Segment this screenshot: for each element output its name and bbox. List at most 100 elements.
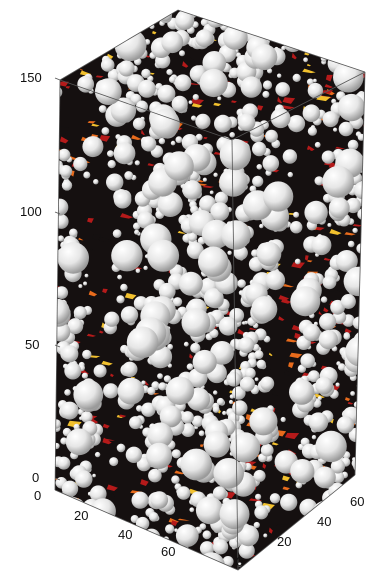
sphere: [273, 32, 282, 40]
sphere: [122, 26, 129, 34]
sphere: [166, 69, 173, 76]
void-fleck: [203, 136, 208, 140]
sphere: [338, 121, 354, 137]
void-fleck: [92, 234, 102, 241]
sphere: [195, 113, 211, 129]
sphere: [346, 539, 353, 546]
sphere: [327, 557, 345, 570]
sphere: [91, 41, 105, 55]
sphere: [239, 10, 263, 22]
sphere: [336, 416, 355, 434]
void-fleck: [113, 23, 124, 30]
sphere: [82, 136, 104, 158]
void-fleck: [106, 484, 118, 492]
sphere: [148, 468, 162, 483]
sphere: [137, 211, 155, 229]
sphere: [181, 308, 211, 337]
sphere: [57, 148, 71, 162]
void-fleck: [349, 31, 355, 38]
sphere: [304, 525, 312, 533]
void-fleck: [88, 290, 98, 297]
sphere: [337, 93, 365, 122]
sphere: [361, 324, 365, 331]
sphere: [339, 35, 356, 52]
sphere: [59, 165, 73, 178]
sphere: [110, 97, 137, 124]
y-tick-label: 60: [350, 494, 364, 509]
sphere: [318, 554, 326, 561]
sphere: [113, 190, 132, 209]
sphere: [57, 456, 71, 470]
void-fleck: [277, 96, 283, 104]
void-fleck: [284, 432, 300, 440]
void-fleck: [262, 354, 271, 362]
void-fleck: [115, 26, 124, 32]
sphere: [214, 191, 228, 205]
sphere: [135, 268, 141, 274]
void-fleck: [110, 552, 124, 558]
sphere: [95, 29, 104, 37]
void-fleck: [323, 257, 331, 261]
sphere: [279, 13, 291, 25]
void-fleck: [350, 24, 363, 30]
sphere: [163, 375, 171, 383]
sphere: [180, 448, 213, 481]
sphere: [327, 223, 332, 227]
sphere: [73, 156, 88, 172]
sphere: [237, 15, 247, 25]
sphere: [159, 405, 182, 428]
void-fleck: [177, 546, 185, 550]
void-fleck: [111, 492, 116, 499]
x-tick-label: 20: [74, 508, 88, 523]
sphere: [344, 522, 350, 527]
sphere: [117, 377, 145, 405]
void-fleck: [120, 213, 134, 219]
sphere: [289, 379, 315, 405]
sphere: [349, 56, 358, 65]
z-axis: [54, 77, 61, 481]
sphere: [176, 486, 191, 500]
void-fleck: [101, 360, 113, 366]
sphere: [181, 423, 195, 437]
sphere: [226, 371, 242, 387]
void-fleck: [331, 523, 336, 531]
sphere: [212, 405, 220, 413]
sphere: [357, 482, 365, 490]
void-fleck: [357, 482, 363, 490]
sphere: [207, 11, 224, 28]
sphere: [280, 493, 298, 511]
sphere: [221, 12, 229, 20]
sphere: [213, 390, 218, 395]
sphere: [157, 10, 173, 22]
x-tick-label: 40: [118, 527, 132, 542]
sphere: [275, 82, 291, 97]
void-fleck: [283, 369, 292, 376]
sphere: [146, 442, 173, 469]
sphere: [352, 227, 358, 234]
void-fleck: [110, 373, 114, 377]
sphere: [75, 470, 93, 488]
sphere: [141, 402, 156, 417]
sphere: [302, 104, 321, 122]
sphere: [333, 127, 338, 132]
sphere: [259, 223, 264, 229]
sphere: [308, 370, 320, 383]
void-fleck: [126, 548, 141, 554]
sphere: [89, 485, 107, 503]
sphere: [237, 279, 246, 288]
void-fleck: [262, 463, 267, 469]
sphere: [307, 82, 324, 99]
sphere: [238, 542, 255, 559]
sphere: [148, 512, 159, 522]
sphere: [202, 530, 212, 540]
sphere: [326, 28, 359, 60]
sphere: [202, 177, 207, 182]
void-fleck: [306, 63, 311, 67]
sphere: [290, 459, 315, 484]
sphere: [64, 389, 71, 396]
void-fleck: [285, 338, 298, 343]
sphere: [131, 22, 141, 32]
sphere: [219, 138, 252, 171]
sphere: [101, 10, 107, 16]
x-tick-label: 0: [34, 488, 41, 503]
